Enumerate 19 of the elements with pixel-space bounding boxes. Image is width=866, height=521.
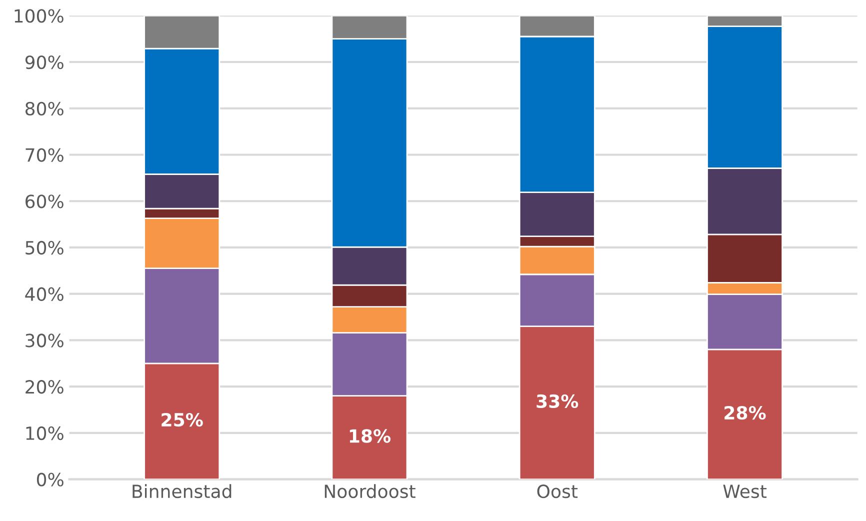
y-tick-label: 80% — [26, 102, 64, 116]
x-tick-label: Oost — [537, 484, 578, 498]
data-label: 33% — [536, 394, 578, 408]
y-tick-label: 0% — [36, 472, 64, 486]
y-tick-label: 30% — [26, 334, 64, 348]
y-tick-label: 20% — [26, 380, 64, 394]
y-tick-label: 70% — [26, 148, 64, 162]
x-tick-label: West — [723, 484, 767, 498]
y-tick-label: 100% — [14, 9, 64, 23]
y-tick-label: 50% — [26, 240, 64, 255]
x-tick-label: Binnenstad — [132, 484, 232, 498]
y-tick-label: 40% — [25, 287, 64, 301]
data-label: 25% — [162, 412, 203, 427]
y-tick-label: 90% — [25, 55, 64, 70]
y-tick-label: 60% — [26, 194, 64, 208]
data-label: 28% — [724, 406, 766, 420]
y-tick-label: 10% — [26, 426, 64, 440]
x-tick-label: Noordoost — [324, 484, 416, 498]
data-label: 18% — [350, 429, 391, 443]
